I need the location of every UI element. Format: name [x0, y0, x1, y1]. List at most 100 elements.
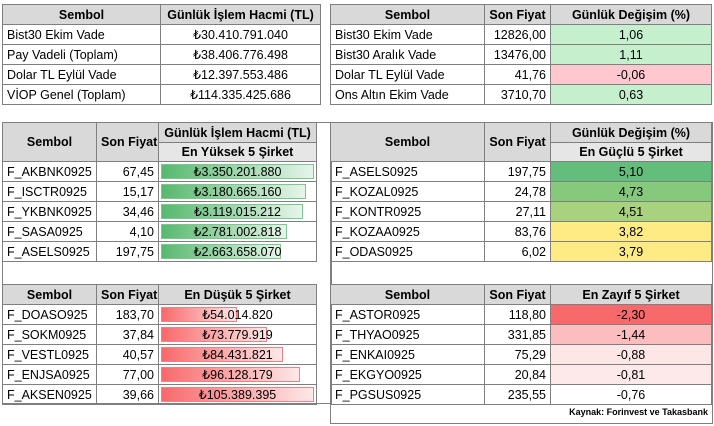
symbol-cell: F_EKGYO0925 — [330, 364, 485, 385]
bottom5-change-table: Sembol Son Fiyat En Zayıf 5 Şirket F_AST… — [330, 284, 712, 405]
data-bar — [161, 347, 283, 362]
price-cell: 34,46 — [96, 201, 159, 222]
price-cell: 6,02 — [484, 241, 551, 262]
price-cell: 235,55 — [484, 384, 551, 405]
header-row: Sembol Son Fiyat En Zayıf 5 Şirket — [330, 284, 712, 305]
data-bar — [161, 164, 314, 179]
change-cell: -1,44 — [550, 324, 712, 345]
change-cell: 0,63 — [550, 84, 712, 105]
table-row: F_YKBNK0925 34,46 ₺3.119.015.212 — [2, 201, 317, 222]
header-row: Sembol Son Fiyat En Düşük 5 Şirket — [2, 284, 317, 305]
col-volume: Günlük İşlem Hacmi (TL) — [158, 122, 317, 143]
volume-cell: ₺30.410.791.040 — [160, 24, 321, 45]
volume-value: ₺2.663.658.070 — [193, 245, 282, 259]
volume-cell: ₺3.180.665.160 — [158, 181, 317, 202]
col-price: Son Fiyat — [96, 284, 159, 305]
volume-cell: ₺114.335.425.686 — [160, 84, 321, 105]
volume-value: ₺73.779.919 — [202, 328, 273, 342]
table-row: Pay Vadeli (Toplam) ₺38.406.776.498 — [2, 44, 321, 65]
data-bar — [161, 387, 314, 402]
top5-subheader: En Yüksek 5 Şirket — [158, 142, 317, 162]
viop-volume-table: Sembol Günlük İşlem Hacmi (TL) Bist30 Ek… — [2, 4, 321, 105]
change-cell: 1,11 — [550, 44, 712, 65]
volume-value: ₺105.389.395 — [198, 388, 277, 402]
change-cell: 5,10 — [550, 161, 712, 182]
subheader-row: En Güçlü 5 Şirket — [331, 142, 712, 162]
volume-cell: ₺38.406.776.498 — [160, 44, 321, 65]
symbol-cell: F_YKBNK0925 — [2, 201, 97, 222]
symbol-cell: F_ASTOR0925 — [330, 304, 485, 325]
col-price: Son Fiyat — [484, 122, 551, 162]
table-row: F_ASTOR0925 118,80 -2,30 — [330, 304, 712, 325]
table-row: F_VESTL0925 40,57 ₺84.431.821 — [2, 344, 317, 365]
change-cell: 1,06 — [550, 24, 712, 45]
volume-value: ₺3.119.015.212 — [194, 205, 281, 219]
price-cell: 75,29 — [484, 344, 551, 365]
symbol-cell: F_SOKM0925 — [2, 324, 97, 345]
volume-cell: ₺3.119.015.212 — [158, 201, 317, 222]
price-cell: 27,11 — [484, 201, 551, 222]
symbol-cell: F_KONTR0925 — [330, 201, 485, 222]
volume-value: ₺2.781.002.818 — [193, 225, 282, 239]
data-bar — [161, 327, 267, 342]
volume-cell: ₺2.781.002.818 — [158, 221, 317, 242]
header-row: Sembol Son Fiyat Günlük Değişim (%) — [330, 4, 712, 25]
change-cell: -2,30 — [550, 304, 712, 325]
table-row: F_SASA0925 4,10 ₺2.781.002.818 — [2, 221, 317, 242]
price-cell: 4,10 — [96, 221, 159, 242]
change-cell: 4,51 — [550, 201, 712, 222]
symbol-cell: F_AKSEN0925 — [2, 384, 97, 405]
change-cell: 3,82 — [550, 221, 712, 242]
price-cell: 67,45 — [96, 161, 159, 182]
price-cell: 41,76 — [484, 64, 551, 85]
symbol-cell: F_ASELS0925 — [330, 161, 485, 182]
price-cell: 39,66 — [96, 384, 159, 405]
price-cell: 37,84 — [96, 324, 159, 345]
volume-cell: ₺3.350.201.880 — [158, 161, 317, 182]
table-row: F_ENKAI0925 75,29 -0,88 — [330, 344, 712, 365]
volume-value: ₺84.431.821 — [202, 348, 273, 362]
table-row: Bist30 Ekim Vade ₺30.410.791.040 — [2, 24, 321, 45]
col-symbol: Sembol — [330, 4, 485, 25]
col-change: Günlük Değişim (%) — [550, 122, 712, 143]
col-volume: Günlük İşlem Hacmi (TL) — [160, 4, 321, 25]
table-row: F_ODAS0925 6,02 3,79 — [330, 241, 712, 262]
price-cell: 197,75 — [96, 241, 159, 262]
table-row: Dolar TL Eylül Vade ₺12.397.553.486 — [2, 64, 321, 85]
col-symbol: Sembol — [2, 122, 97, 162]
col-change: Günlük Değişim (%) — [550, 4, 712, 25]
subheader-row: En Yüksek 5 Şirket — [3, 142, 317, 162]
header-row: Sembol Son Fiyat Günlük İşlem Hacmi (TL) — [2, 122, 317, 162]
table-row: VİOP Genel (Toplam) ₺114.335.425.686 — [2, 84, 321, 105]
col-change: En Zayıf 5 Şirket — [550, 284, 712, 305]
symbol-cell: F_KOZAA0925 — [330, 221, 485, 242]
symbol-cell: Bist30 Aralık Vade — [330, 44, 485, 65]
price-cell: 20,84 — [484, 364, 551, 385]
symbol-cell: F_ENJSA0925 — [2, 364, 97, 385]
volume-value: ₺54.014.820 — [202, 308, 273, 322]
change-cell: -0,06 — [550, 64, 712, 85]
table-row: Dolar TL Eylül Vade 41,76 -0,06 — [330, 64, 712, 85]
symbol-cell: F_ASELS0925 — [2, 241, 97, 262]
data-bar — [161, 244, 282, 259]
symbol-cell: Bist30 Ekim Vade — [330, 24, 485, 45]
col-price: Son Fiyat — [484, 4, 551, 25]
col-symbol: Sembol — [2, 4, 161, 25]
symbol-cell: F_SASA0925 — [2, 221, 97, 242]
table-row: F_PGSUS0925 235,55 -0,76 — [330, 384, 712, 405]
volume-cell: ₺84.431.821 — [158, 344, 317, 365]
symbol-cell: Bist30 Ekim Vade — [2, 24, 161, 45]
price-cell: 331,85 — [484, 324, 551, 345]
price-cell: 15,17 — [96, 181, 159, 202]
bottom5-volume-table: Sembol Son Fiyat En Düşük 5 Şirket F_DOA… — [2, 284, 317, 405]
data-bar — [161, 184, 307, 199]
change-cell: 3,79 — [550, 241, 712, 262]
table-row: Bist30 Aralık Vade 13476,00 1,11 — [330, 44, 712, 65]
volume-cell: ₺105.389.395 — [158, 384, 317, 405]
table-row: F_EKGYO0925 20,84 -0,81 — [330, 364, 712, 385]
symbol-cell: Dolar TL Eylül Vade — [2, 64, 161, 85]
price-cell: 24,78 — [484, 181, 551, 202]
col-symbol: Sembol — [2, 284, 97, 305]
data-bar — [161, 204, 303, 219]
col-price: Son Fiyat — [484, 284, 551, 305]
